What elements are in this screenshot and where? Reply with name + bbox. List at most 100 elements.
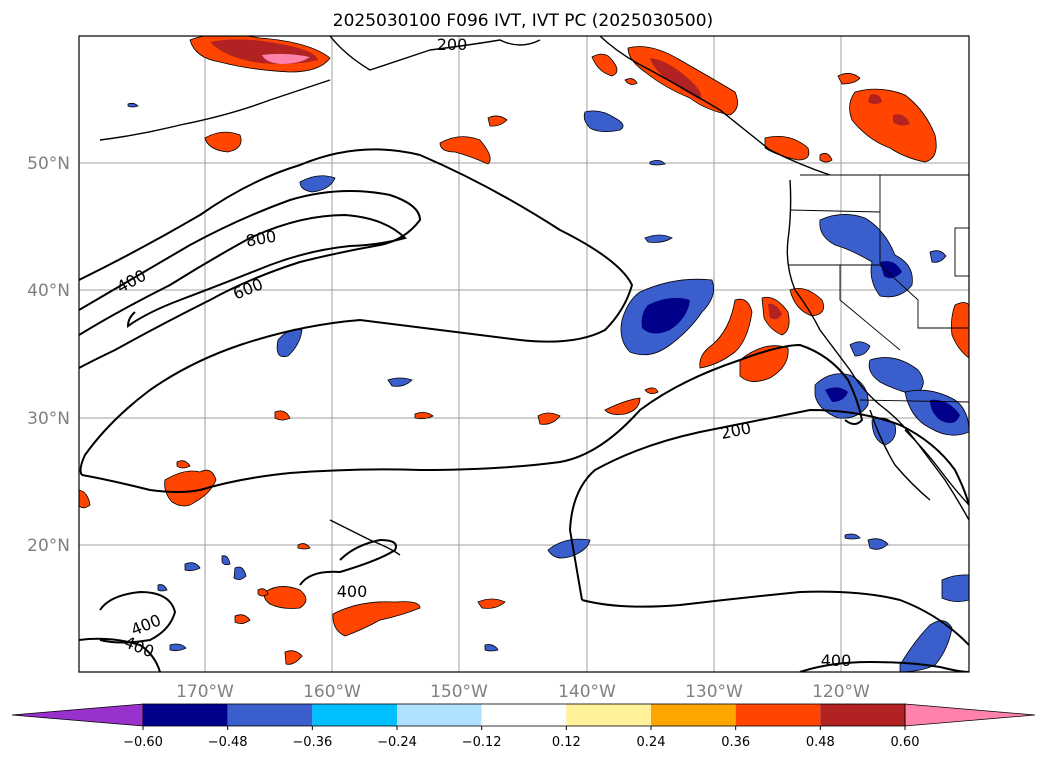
anomaly-neg-f — [387, 377, 413, 387]
anomaly-neg-x — [484, 644, 499, 652]
longitude-labels: 170°W 160°W 150°W 140°W 130°W 120°W — [176, 682, 870, 702]
anomaly-neg-p — [867, 538, 889, 550]
anomaly-pos-h-core — [868, 94, 882, 104]
lon-label-160w: 160°W — [303, 682, 361, 702]
anomaly-neg-q — [844, 533, 861, 540]
anomaly-pos-z — [284, 650, 303, 665]
colorbar-segments — [11, 703, 1036, 727]
colorbar-tick-label: 0.48 — [806, 735, 835, 750]
contour-800 — [79, 213, 407, 336]
border-box — [954, 227, 969, 277]
anomaly-pos-u — [79, 489, 91, 509]
colorbar-segment — [312, 704, 397, 726]
anomaly-neg-i — [929, 250, 947, 263]
anomaly-pos-r — [414, 412, 434, 420]
anomaly-pos-m — [951, 302, 969, 359]
anomaly-neg-r — [941, 574, 969, 602]
border-wa-or — [789, 209, 881, 213]
contour-200-loop-bottom — [581, 590, 969, 646]
map-frame — [78, 35, 970, 673]
anomaly-pos-t — [176, 460, 191, 469]
coast-west-us — [786, 179, 969, 521]
anomaly-pos-n — [604, 397, 641, 415]
colorbar-tick-label: −0.36 — [292, 735, 332, 750]
colorbar-segment — [143, 704, 228, 726]
positive-anomaly-regions — [79, 36, 969, 665]
ivt-contours — [79, 148, 969, 672]
colorbar-tick-labels: −0.60 −0.48 −0.36 −0.24 −0.12 0.12 0.24 0.36 0.4… — [123, 726, 919, 750]
anomaly-pos-p — [537, 412, 561, 425]
coast-baja — [869, 409, 931, 501]
contour-600 — [79, 190, 422, 369]
colorbar-segment — [820, 704, 905, 726]
political-borders — [788, 174, 969, 403]
anomaly-neg-o — [547, 538, 591, 559]
anomaly-pos-h-core2 — [893, 114, 910, 126]
anomaly-neg-k-core — [825, 387, 848, 402]
anomaly-pos-h — [849, 88, 937, 163]
anomaly-pos-bc-core — [650, 58, 702, 100]
lon-label-140w: 140°W — [558, 682, 616, 702]
anomaly-neg-b — [299, 175, 336, 193]
contour-400-se — [799, 660, 969, 672]
contour-label-400-mid: 400 — [337, 582, 368, 601]
anomaly-neg-central-core — [641, 297, 690, 334]
lon-label-120w: 120°W — [812, 682, 870, 702]
colorbar-tick-label: 0.36 — [721, 735, 750, 750]
anomaly-pos-v — [263, 586, 307, 609]
anomaly-neg-w — [169, 643, 187, 652]
colorbar-tick-label: 0.60 — [891, 735, 920, 750]
lat-label-30n: 30°N — [27, 409, 70, 429]
contour-400-southern — [81, 343, 864, 493]
contour-label-400-se: 400 — [821, 651, 852, 670]
anomaly-pos-w — [332, 601, 421, 637]
colorbar-tick-label: −0.60 — [123, 735, 163, 750]
latitude-labels: 50°N 40°N 30°N 20°N — [27, 154, 70, 556]
colorbar-segment — [481, 704, 567, 726]
colorbar-outline — [142, 703, 906, 727]
colorbar-tick-label: −0.12 — [462, 735, 502, 750]
anomaly-neg-n — [871, 417, 896, 446]
coast-alaska — [329, 36, 541, 71]
colorbar-tick-label: −0.24 — [377, 735, 417, 750]
anomaly-pos-q — [274, 410, 291, 421]
anomaly-pos-g — [837, 73, 861, 85]
anomaly-pos-e — [624, 78, 638, 85]
anomaly-pos-b — [439, 136, 491, 165]
contour-label-200-north: 200 — [437, 35, 468, 54]
border-id — [879, 175, 969, 329]
anomaly-neg-h-core — [880, 261, 902, 279]
anomaly-neg-y — [157, 584, 168, 592]
anomaly-pos-y — [234, 614, 251, 624]
colorbar-segment — [227, 704, 313, 726]
coastlines — [99, 36, 969, 556]
anomaly-neg-j — [849, 341, 871, 357]
figure-title: 2025030100 F096 IVT, IVT PC (2025030500) — [333, 11, 713, 31]
anomaly-pos-ab — [257, 588, 269, 597]
colorbar-extend-low — [11, 703, 144, 727]
anomaly-pos-d — [591, 53, 618, 77]
coast-aleutians — [99, 79, 331, 141]
contour-400-sw1 — [99, 590, 177, 644]
lat-label-20n: 20°N — [27, 536, 70, 556]
map-background — [79, 36, 969, 672]
anomaly-pos-ac — [819, 152, 833, 163]
lon-label-130w: 130°W — [685, 682, 743, 702]
colorbar-segment — [735, 704, 821, 726]
lon-label-150w: 150°W — [430, 682, 488, 702]
contour-200-south — [568, 408, 969, 601]
anomaly-pos-a — [204, 131, 242, 153]
lat-label-50n: 50°N — [27, 154, 70, 174]
anomaly-pos-aleutian-max — [262, 53, 310, 64]
lon-label-170w: 170°W — [176, 682, 234, 702]
colorbar-segment — [397, 704, 482, 726]
colorbar-tick-label: −0.48 — [208, 735, 248, 750]
contour-400-mid — [299, 538, 397, 586]
colorbar-segment — [651, 704, 736, 726]
anomaly-pos-c — [487, 115, 508, 127]
coast-bc — [599, 36, 831, 176]
colorbar-tick-label: 0.24 — [637, 735, 666, 750]
lat-label-40n: 40°N — [27, 281, 70, 301]
anomaly-neg-v — [233, 566, 247, 580]
border-ca-nv — [839, 265, 901, 351]
